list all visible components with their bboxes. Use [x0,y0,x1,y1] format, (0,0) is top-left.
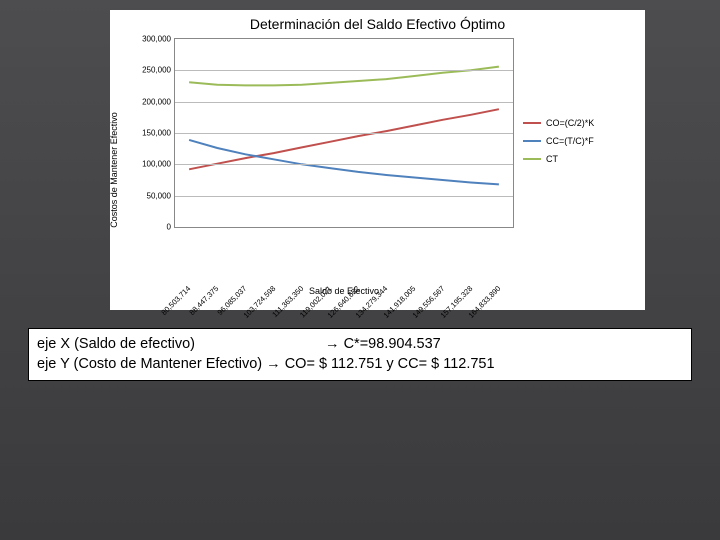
y-tick-label: 300,000 [142,35,171,44]
y-tick-label: 100,000 [142,160,171,169]
grid-line [175,133,513,134]
grid-line [175,196,513,197]
y-tick-label: 150,000 [142,129,171,138]
legend-item-CT: CT [523,154,631,164]
chart-card: Determinación del Saldo Efectivo Óptimo … [110,10,645,310]
x-ticks: 80,503,71488,447,37596,085,037103,724,59… [174,228,514,288]
legend: CO=(C/2)*K CC=(T/C)*F CT [523,110,631,172]
series-line-CC [189,140,499,185]
plot-area: 050,000100,000150,000200,000250,000300,0… [174,38,514,228]
legend-label: CC=(T/C)*F [546,136,594,146]
annotation-1-right: C*=98.904.537 [344,336,441,352]
grid-line [175,70,513,71]
x-axis-label: Saldo de Efectivo [174,286,514,296]
legend-swatch [523,140,541,142]
legend-label: CO=(C/2)*K [546,118,594,128]
annotation-2-left: eje Y (Costo de Mantener Efectivo) [37,356,262,372]
legend-label: CT [546,154,558,164]
legend-item-CO: CO=(C/2)*K [523,118,631,128]
y-tick-label: 50,000 [147,191,171,200]
legend-item-CC: CC=(T/C)*F [523,136,631,146]
chart-title: Determinación del Saldo Efectivo Óptimo [110,10,645,34]
annotation-2-right: CO= $ 112.751 y CC= $ 112.751 [285,356,495,372]
y-tick-label: 200,000 [142,97,171,106]
legend-swatch [523,158,541,160]
grid-line [175,102,513,103]
series-line-CO [189,109,499,169]
annotation-line-2: eje Y (Costo de Mantener Efectivo) → CO=… [37,355,683,375]
annotation-1-left: eje X (Saldo de efectivo) [37,336,195,352]
arrow-icon: → [266,356,281,372]
annotation-box: eje X (Saldo de efectivo) → C*=98.904.53… [28,328,692,381]
y-axis-label: Costos de Mantener Efectivo [109,112,119,228]
arrow-icon: → [325,336,340,352]
plot-wrap: Costos de Mantener Efectivo 050,000100,0… [118,38,637,302]
y-tick-label: 0 [167,223,171,232]
y-tick-label: 250,000 [142,66,171,75]
grid-line [175,164,513,165]
slide-background: Determinación del Saldo Efectivo Óptimo … [0,0,720,540]
legend-swatch [523,122,541,124]
annotation-line-1: eje X (Saldo de efectivo) → C*=98.904.53… [37,335,683,355]
